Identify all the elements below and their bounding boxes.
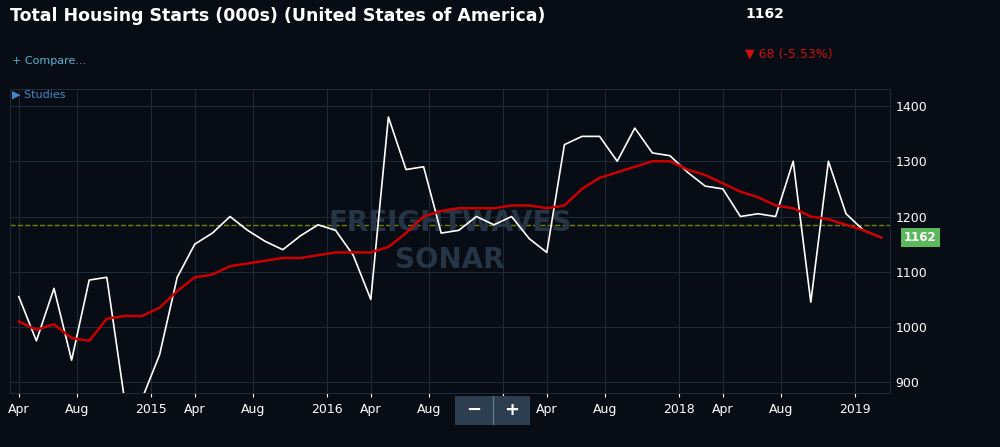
Text: +: + (504, 401, 519, 419)
Text: Total Housing Starts (000s) (United States of America): Total Housing Starts (000s) (United Stat… (10, 7, 545, 25)
Text: FREIGHTWAVES
SONAR: FREIGHTWAVES SONAR (328, 209, 572, 274)
Text: 1162: 1162 (745, 7, 784, 21)
Text: ▶ Studies: ▶ Studies (12, 89, 66, 99)
Text: 1162: 1162 (904, 231, 937, 244)
Text: ▼ 68 (-5.53%): ▼ 68 (-5.53%) (745, 47, 833, 60)
Text: −: − (466, 401, 481, 419)
Text: + Compare...: + Compare... (12, 56, 86, 66)
